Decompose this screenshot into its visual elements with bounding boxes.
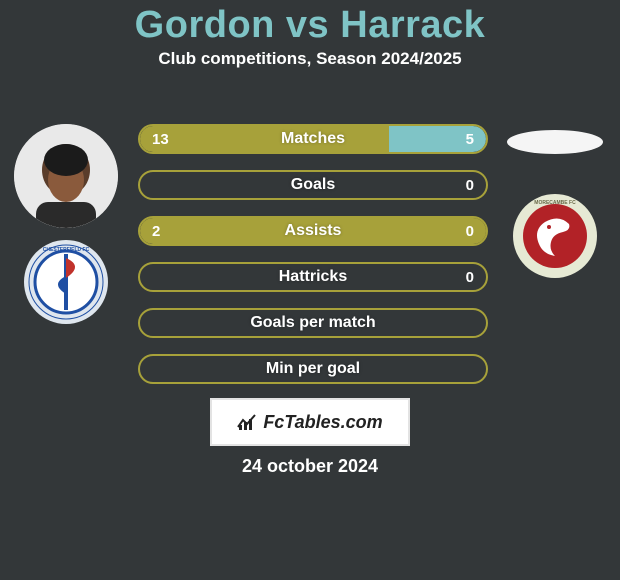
morecambe-badge-icon: MORECAMBE FC xyxy=(513,194,597,278)
comparison-card: Gordon vs Harrack Club competitions, Sea… xyxy=(0,4,620,580)
svg-text:CHESTERFIELD FC: CHESTERFIELD FC xyxy=(42,247,89,253)
player-photo-left xyxy=(14,124,118,228)
brand-badge: FcTables.com xyxy=(210,398,410,446)
metric-row: Goals per match xyxy=(138,308,488,338)
date-text: 24 october 2024 xyxy=(0,456,620,477)
club-badge-right: MORECAMBE FC xyxy=(513,194,597,278)
player-photo-right-placeholder xyxy=(507,130,603,154)
brand-text: FcTables.com xyxy=(263,412,382,433)
comparison-bars: 135Matches 0Goals 20Assists 0Hattricks Goals… xyxy=(138,124,488,400)
metric-label: Min per goal xyxy=(140,356,486,382)
person-icon xyxy=(14,124,118,228)
page-title: Gordon vs Harrack xyxy=(0,4,620,47)
metric-label: Goals per match xyxy=(140,310,486,336)
left-player-column: CHESTERFIELD FC xyxy=(8,124,123,324)
subtitle: Club competitions, Season 2024/2025 xyxy=(0,49,620,69)
club-badge-left: CHESTERFIELD FC xyxy=(24,240,108,324)
metric-row: 20Assists xyxy=(138,216,488,246)
chart-icon xyxy=(237,413,257,431)
metric-label: Goals xyxy=(140,172,486,198)
metric-row: 0Goals xyxy=(138,170,488,200)
metric-label: Assists xyxy=(140,218,486,244)
metric-row: Min per goal xyxy=(138,354,488,384)
svg-text:MORECAMBE FC: MORECAMBE FC xyxy=(534,200,576,206)
right-player-column: MORECAMBE FC xyxy=(497,124,612,278)
metric-row: 0Hattricks xyxy=(138,262,488,292)
metric-label: Matches xyxy=(140,126,486,152)
metric-row: 135Matches xyxy=(138,124,488,154)
metric-label: Hattricks xyxy=(140,264,486,290)
chesterfield-badge-icon: CHESTERFIELD FC xyxy=(24,240,108,324)
